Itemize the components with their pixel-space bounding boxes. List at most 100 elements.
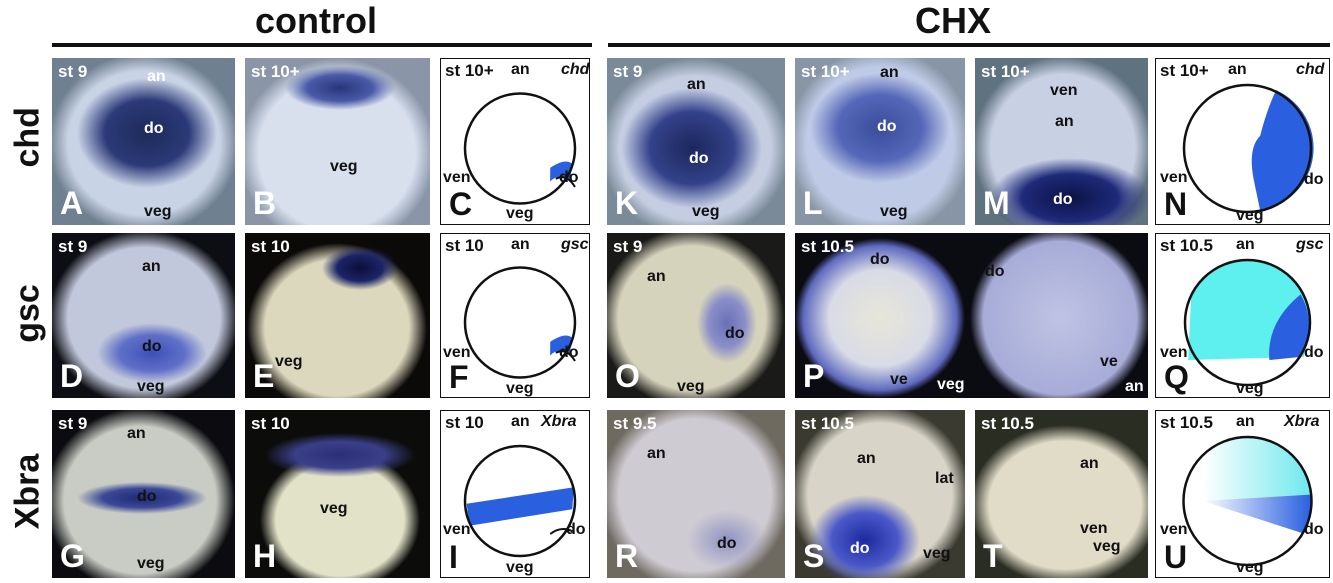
panel-letter: E bbox=[253, 358, 275, 394]
embryo-outline bbox=[1183, 258, 1312, 387]
schematic-panel: st 10.5 an gsc ven do veg Q bbox=[1155, 233, 1330, 398]
region-label: an bbox=[127, 425, 146, 442]
region-label: do bbox=[566, 521, 586, 538]
stage-label: st 10 bbox=[251, 237, 290, 256]
region-label: ven bbox=[443, 169, 471, 186]
region-label: do bbox=[689, 150, 709, 167]
embryo-outline bbox=[463, 266, 577, 379]
region-label: an bbox=[142, 258, 161, 275]
region-label: gsc bbox=[1296, 236, 1324, 253]
schematic bbox=[463, 444, 577, 558]
region-label: veg bbox=[506, 205, 534, 222]
photo-panel: st 10+ an do veg L bbox=[795, 58, 965, 225]
stage-label: st 10 bbox=[445, 413, 484, 432]
region-label: veg bbox=[144, 203, 172, 220]
region-label: ve bbox=[1100, 353, 1118, 370]
photo-panel: st 9 an do veg D bbox=[52, 233, 235, 398]
region-label: veg bbox=[506, 559, 534, 576]
region-label: chd bbox=[1296, 61, 1325, 78]
region-label: do bbox=[137, 488, 157, 505]
region-label: do bbox=[1304, 171, 1324, 188]
schematic bbox=[463, 266, 577, 379]
photo-panel: st 9.5 an do R bbox=[607, 410, 785, 578]
stage-label: st 10+ bbox=[445, 61, 494, 80]
stage-label: st 10.5 bbox=[1160, 236, 1213, 255]
panel-letter: A bbox=[60, 185, 84, 221]
region-label: veg bbox=[1093, 538, 1121, 555]
region-label: do bbox=[1304, 521, 1324, 538]
region-label: an bbox=[1236, 413, 1255, 430]
region-label: ve bbox=[890, 371, 908, 388]
region-label: an bbox=[511, 236, 530, 253]
panel-letter: M bbox=[983, 185, 1010, 221]
embryo-outline bbox=[1182, 435, 1313, 567]
schematic-panel: st 10 an gsc ven do veg F bbox=[440, 233, 590, 398]
stage-label: st 9 bbox=[58, 62, 88, 81]
region-label: do bbox=[559, 169, 579, 186]
region-label: an bbox=[1080, 455, 1099, 472]
region-label: veg bbox=[937, 376, 965, 393]
region-label: chd bbox=[561, 61, 590, 78]
region-label: an bbox=[880, 64, 899, 81]
region-label: an bbox=[857, 450, 876, 467]
panel-letter: F bbox=[449, 359, 469, 395]
region-label: do bbox=[877, 118, 897, 135]
region-label: ven bbox=[1080, 520, 1108, 537]
stage-label: st 10.5 bbox=[981, 414, 1034, 433]
region-label: veg bbox=[923, 545, 951, 562]
region-label: an bbox=[147, 68, 166, 85]
photo-panel: st 10.5 an lat do veg S bbox=[795, 410, 965, 578]
region-label: veg bbox=[330, 158, 358, 175]
stage-label: st 9.5 bbox=[613, 414, 657, 433]
stage-label: st 10 bbox=[445, 236, 484, 255]
region-label: do bbox=[850, 540, 870, 557]
embryo-outline bbox=[1182, 83, 1313, 214]
region-label: ven bbox=[1050, 82, 1078, 99]
region-label: veg bbox=[677, 378, 705, 395]
photo-panel: st 10+ veg B bbox=[245, 58, 430, 225]
stage-label: st 10.5 bbox=[1160, 413, 1213, 432]
panel-letter: H bbox=[253, 538, 277, 574]
photo-panel: st 10 veg H bbox=[245, 410, 430, 578]
region-label: do bbox=[717, 535, 737, 552]
photo-panel: st 10+ ven an do M bbox=[975, 58, 1148, 225]
region-label: veg bbox=[1236, 207, 1264, 224]
photo-panel: st 9 an do veg K bbox=[607, 58, 785, 225]
panel-letter: L bbox=[803, 185, 823, 221]
photo-panel: st 9 an do veg O bbox=[607, 233, 785, 398]
schematic-panel: st 10+ an chd ven do veg C bbox=[440, 58, 590, 225]
region-label: do bbox=[559, 344, 579, 361]
schematic-panel: st 10+ an chd ven do veg N bbox=[1155, 58, 1330, 225]
panel-letter: K bbox=[615, 185, 639, 221]
stage-label: st 10 bbox=[251, 414, 290, 433]
header-rule bbox=[608, 43, 1330, 47]
header-control: control bbox=[255, 0, 377, 41]
region-label: ven bbox=[443, 521, 471, 538]
stage-label: st 10+ bbox=[1160, 61, 1209, 80]
panel-letter: Q bbox=[1164, 359, 1189, 395]
region-label: an bbox=[647, 445, 666, 462]
panel-letter: C bbox=[449, 186, 473, 222]
region-label: veg bbox=[692, 203, 720, 220]
region-label: ven bbox=[1160, 344, 1188, 361]
region-label: an bbox=[511, 413, 530, 430]
region-label: veg bbox=[1236, 559, 1264, 576]
schematic bbox=[1182, 83, 1314, 214]
region-label: do bbox=[870, 251, 890, 268]
panel-letter: S bbox=[803, 538, 825, 574]
region-label: veg bbox=[320, 500, 348, 517]
header-rule bbox=[52, 43, 592, 47]
header-chx: CHX bbox=[915, 0, 992, 41]
region-label: ven bbox=[443, 344, 471, 361]
region-label: Xbra bbox=[1284, 413, 1320, 430]
stage-label: st 10+ bbox=[981, 62, 1030, 81]
panel-letter: G bbox=[60, 538, 85, 574]
region-label: ven bbox=[1160, 169, 1188, 186]
photo-panel: st 10 veg E bbox=[245, 233, 430, 398]
stage-label: st 9 bbox=[613, 62, 643, 81]
stage-label: st 9 bbox=[58, 414, 88, 433]
embryo-outline bbox=[463, 92, 577, 205]
region-label: an bbox=[647, 268, 666, 285]
panel-letter: I bbox=[449, 539, 458, 575]
